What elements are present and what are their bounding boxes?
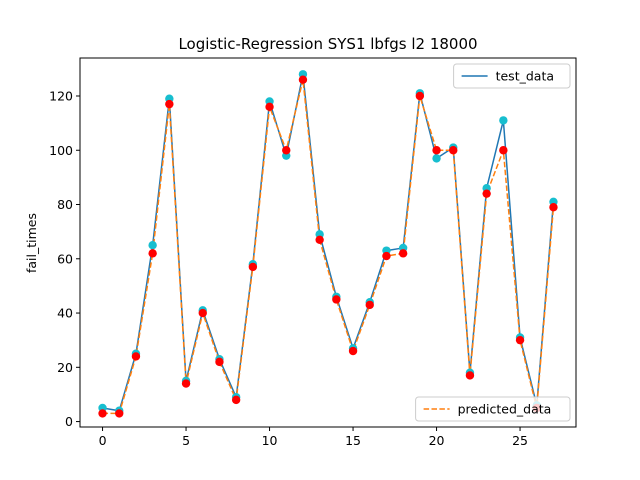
legend-label: predicted_data (458, 402, 552, 417)
point-predicted_data (365, 300, 374, 310)
x-tick-label: 10 (262, 433, 278, 448)
point-predicted_data (98, 409, 107, 418)
point-predicted_data (215, 357, 224, 367)
point-predicted_data (382, 251, 391, 261)
legends: test_data predicted_data (415, 63, 571, 422)
point-predicted_data (181, 379, 191, 388)
point-test_data (432, 154, 441, 163)
point-predicted_data (131, 352, 141, 361)
legend-box (415, 396, 571, 422)
legend-label: test_data (496, 69, 554, 84)
point-predicted_data (248, 262, 258, 272)
point-test_data (499, 116, 508, 125)
point-predicted_data (282, 146, 291, 155)
y-tick-label: 0 (65, 414, 73, 429)
point-predicted_data (148, 249, 157, 258)
point-predicted_data (315, 235, 324, 244)
x-tick-label: 0 (99, 433, 107, 448)
x-tick-label: 5 (182, 433, 190, 448)
y-tick-label: 40 (57, 306, 73, 321)
axis-ticks: 0 5 10 15 20 25 0 20 40 60 80 100 120 (49, 88, 528, 448)
y-tick-label: 20 (57, 360, 73, 375)
point-predicted_data (482, 189, 491, 198)
point-predicted_data (432, 146, 441, 155)
point-predicted_data (231, 395, 241, 405)
plot-area (98, 70, 558, 418)
y-tick-label: 100 (49, 143, 73, 158)
point-predicted_data (398, 249, 408, 258)
x-tick-label: 25 (512, 433, 528, 448)
axes-frame (79, 57, 577, 428)
point-predicted_data (115, 409, 124, 418)
point-test_data (148, 241, 157, 250)
x-tick-label: 15 (345, 433, 361, 448)
legend-box (453, 63, 571, 89)
point-predicted_data (415, 91, 425, 101)
y-tick-label: 80 (57, 197, 73, 212)
point-predicted_data (549, 203, 558, 212)
x-tick-label: 20 (429, 433, 445, 448)
point-predicted_data (348, 346, 358, 356)
point-predicted_data (515, 335, 525, 345)
point-predicted_data (499, 146, 508, 155)
point-predicted_data (265, 102, 274, 112)
y-tick-label: 120 (49, 88, 73, 103)
series-line-predicted_data (102, 78, 555, 415)
point-predicted_data (449, 146, 458, 155)
y-axis-title: fail_times (24, 213, 39, 273)
point-predicted_data (465, 371, 475, 380)
point-predicted_data (298, 75, 308, 84)
legend-bottom-right: predicted_data (415, 396, 571, 422)
point-predicted_data (332, 295, 341, 304)
chart-title: Logistic-Regression SYS1 lbfgs l2 18000 (178, 35, 477, 53)
point-predicted_data (198, 308, 207, 318)
point-predicted_data (165, 99, 174, 109)
legend-top-right: test_data (453, 63, 571, 89)
y-tick-label: 60 (57, 251, 73, 266)
